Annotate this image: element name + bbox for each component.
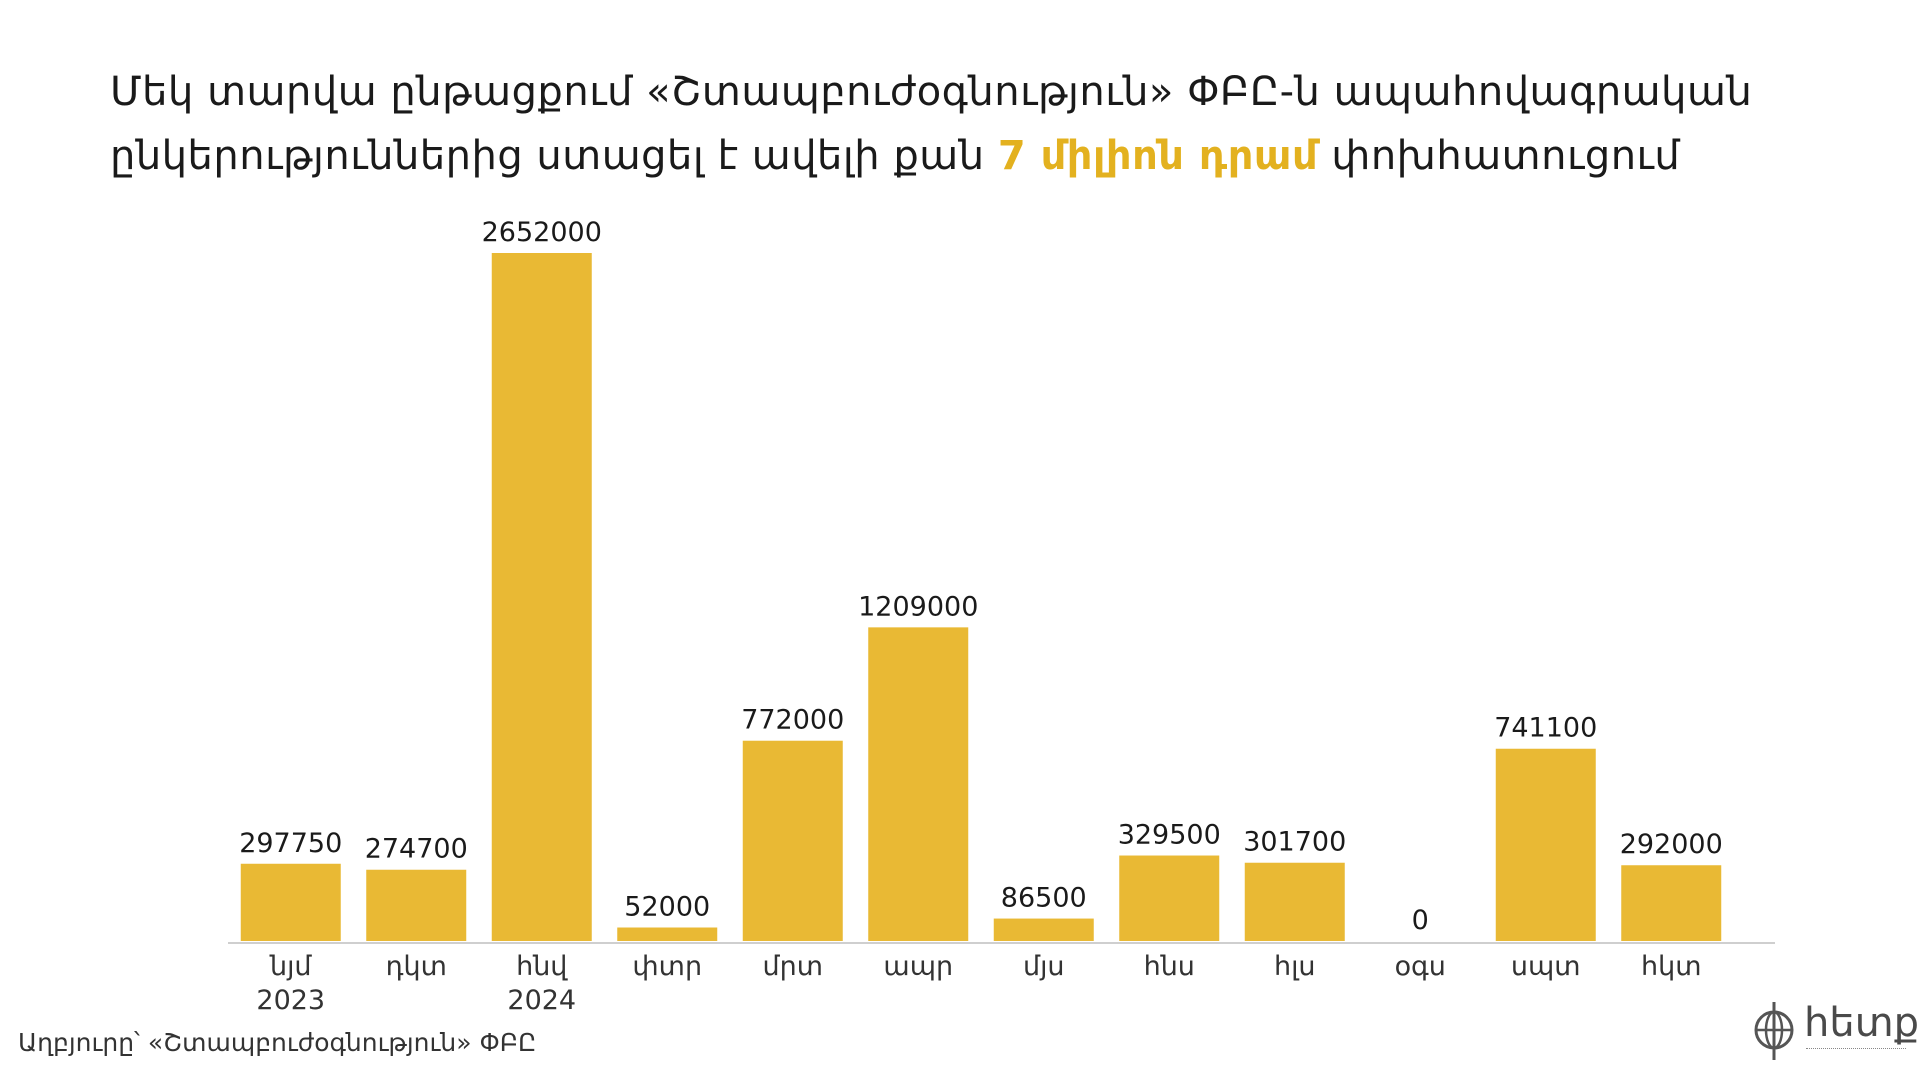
bar-value-label: 301700 (1243, 827, 1346, 858)
x-tick-label: նյմ (269, 951, 312, 982)
bar-value-label: 741100 (1494, 713, 1597, 744)
bar (240, 863, 341, 941)
bar (491, 253, 592, 941)
x-tick-label: հնս (1144, 951, 1195, 982)
source-note: Աղբյուրը՝ «Շտապբուժօգնություն» ՓԲԸ (18, 1028, 537, 1057)
bar (1495, 748, 1596, 941)
bar-value-label: 86500 (1001, 883, 1087, 914)
bar-value-label: 274700 (365, 834, 468, 865)
x-tick-label: դկտ (386, 951, 447, 982)
bar-value-label: 52000 (624, 892, 710, 923)
logo-tagline (1806, 1048, 1906, 1052)
x-tick-label: հնվ (516, 951, 568, 982)
bar-value-label: 329500 (1118, 820, 1221, 851)
hetq-logo: հետք (1748, 998, 1919, 1068)
chart-title: Մեկ տարվա ընթացքում «Շտապբուժօգնություն»… (110, 60, 1870, 188)
bar (993, 918, 1094, 941)
x-tick-label: մրտ (762, 951, 823, 982)
bar (1244, 862, 1345, 941)
bar (742, 740, 843, 941)
bar (366, 869, 467, 941)
x-tick-year-label: 2024 (507, 985, 576, 1016)
x-tick-label: օգս (1395, 951, 1446, 982)
title-text-end: փոխհատուցում (1318, 133, 1681, 179)
bar (1621, 865, 1722, 941)
x-tick-year-label: 2023 (256, 985, 325, 1016)
bar-value-label: 1209000 (858, 591, 978, 622)
x-tick-label: ապր (883, 951, 953, 982)
bar-value-label: 292000 (1620, 829, 1723, 860)
bar-value-label: 0 (1412, 905, 1429, 936)
x-tick-label: մյս (1023, 951, 1065, 982)
bar (868, 627, 969, 941)
bar (617, 927, 718, 941)
x-tick-label: փտր (632, 951, 702, 982)
logo-text: հետք (1804, 1000, 1920, 1046)
x-tick-label: հլս (1274, 951, 1316, 982)
x-tick-label: սպտ (1511, 951, 1581, 982)
x-tick-label: հկտ (1641, 951, 1702, 982)
bar-value-label: 2652000 (482, 217, 602, 248)
title-highlight: 7 միլիոն դրամ (997, 133, 1319, 179)
bar (1119, 855, 1220, 941)
bar-value-label: 772000 (741, 705, 844, 736)
title-text-start: Մեկ տարվա ընթացքում «Շտապբուժօգնություն»… (110, 69, 1753, 179)
globe-logo-icon (1754, 1002, 1794, 1060)
bar-value-label: 297750 (239, 828, 342, 859)
